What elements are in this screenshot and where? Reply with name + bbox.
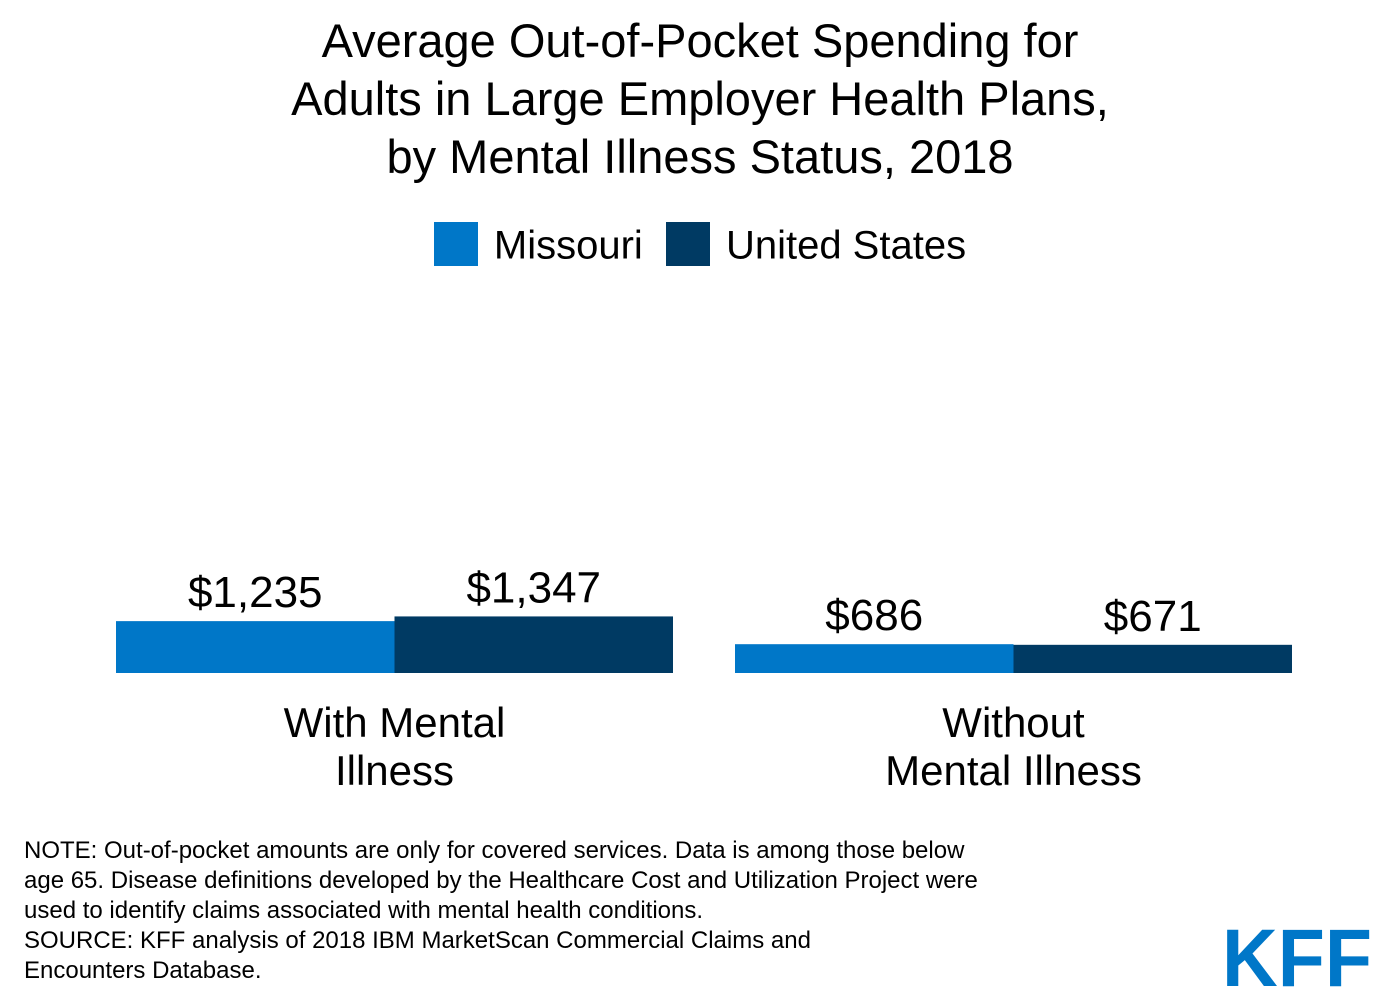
category-label: With Mental	[284, 699, 506, 746]
legend-label-united-states: United States	[725, 223, 967, 268]
legend-item-united-states: United States	[665, 219, 967, 269]
bar-missouri-without-mental-illness	[735, 644, 1014, 673]
chart-footnote: NOTE: Out-of-pocket amounts are only for…	[24, 836, 1184, 986]
data-label: $1,235	[188, 568, 323, 617]
kff-logo-text: KFF	[1222, 920, 1372, 990]
source-line: Encounters Database.	[24, 957, 262, 984]
chart-title-line-3: by Mental Illness Status, 2018	[386, 130, 1014, 183]
note-line: age 65. Disease definitions developed by…	[24, 867, 978, 894]
data-label: $1,347	[466, 563, 601, 612]
bar-missouri-with-mental-illness	[116, 621, 395, 673]
bar-united-states-without-mental-illness	[1013, 644, 1292, 673]
category-label: Without	[942, 699, 1085, 746]
legend-label-missouri: Missouri	[493, 223, 643, 268]
note-line: NOTE: Out-of-pocket amounts are only for…	[24, 837, 965, 864]
source-line: SOURCE: KFF analysis of 2018 IBM MarketS…	[24, 927, 811, 954]
note-line: used to identify claims associated with …	[24, 897, 704, 924]
legend-item-missouri: Missouri	[433, 219, 643, 269]
data-label: $671	[1104, 592, 1202, 641]
chart-title: Average Out-of-Pocket Spending for Adult…	[0, 12, 1400, 186]
legend-swatch-united-states	[665, 221, 710, 266]
chart-title-line-2: Adults in Large Employer Health Plans,	[291, 72, 1109, 125]
category-label: Mental Illness	[885, 747, 1142, 794]
data-label: $686	[825, 591, 923, 640]
chart-legend: Missouri United States	[0, 218, 1400, 270]
category-label: Illness	[335, 747, 454, 794]
chart-title-line-1: Average Out-of-Pocket Spending for	[321, 14, 1079, 67]
bar-united-states-with-mental-illness	[394, 616, 673, 673]
kff-logo: KFF	[1222, 920, 1372, 990]
legend-swatch-missouri	[433, 221, 478, 266]
